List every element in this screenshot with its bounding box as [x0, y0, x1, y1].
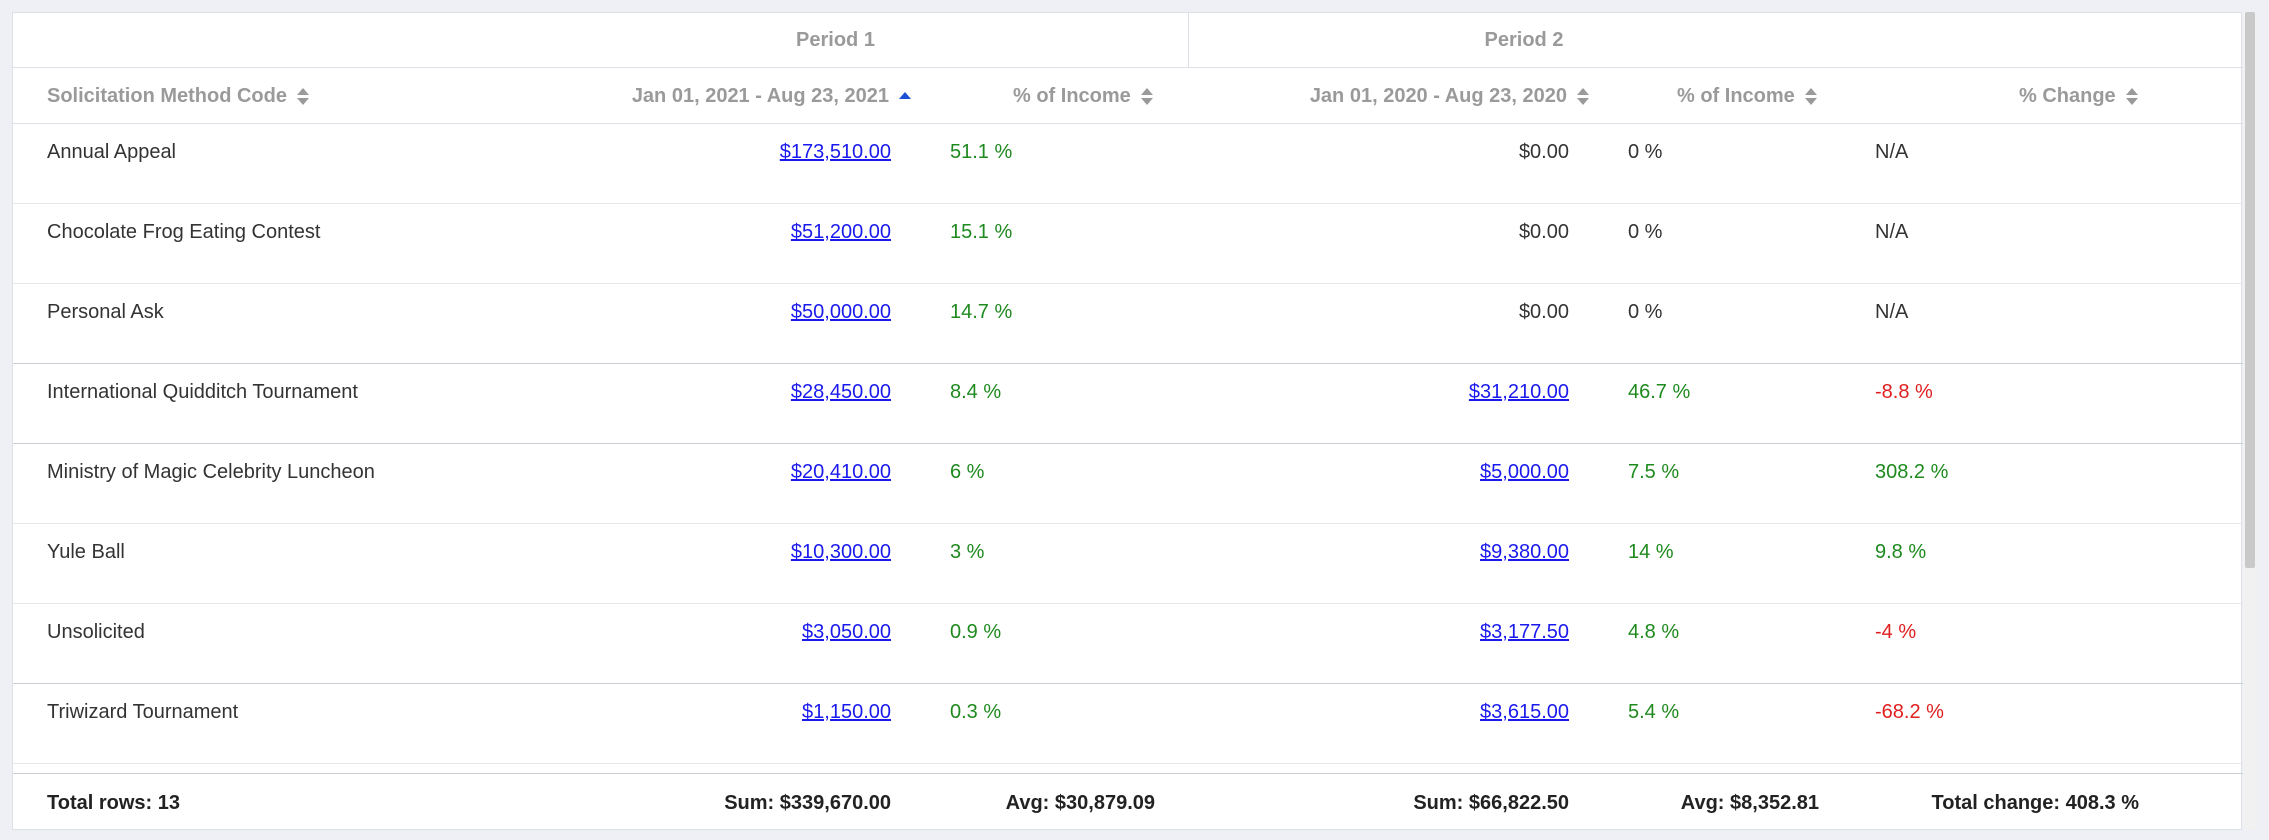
period-2-header: Period 2	[1484, 29, 1564, 51]
column-header-method-label: Solicitation Method Code	[47, 85, 287, 107]
sort-icon[interactable]	[1577, 87, 1589, 107]
column-header-period-2-range[interactable]: Jan 01, 2020 - Aug 23, 2020	[1310, 68, 1589, 124]
period-2-pct: 7.5 %	[1628, 461, 1680, 483]
pct-change: -8.8 %	[1875, 381, 1933, 403]
method-name: Ministry of Magic Celebrity Luncheon	[47, 461, 375, 483]
pct-change: -4 %	[1875, 621, 1917, 643]
sort-icon[interactable]	[1804, 87, 1817, 107]
period-2-amount-link[interactable]: $31,210.00	[1468, 381, 1569, 403]
period-2-pct: 0 %	[1628, 141, 1663, 163]
sort-icon[interactable]	[297, 87, 309, 107]
column-header-period-2-pct-label: % of Income	[1677, 85, 1795, 107]
sort-ascending-icon[interactable]	[899, 87, 911, 107]
table-row: Triwizard Tournament $1,150.00 0.3 % $3,…	[13, 684, 2243, 764]
sort-icon[interactable]	[2125, 87, 2138, 107]
period-1-amount-link[interactable]: $173,510.00	[779, 141, 891, 163]
period-1-pct: 15.1 %	[950, 221, 1013, 243]
period-2-amount-link[interactable]: $3,615.00	[1480, 701, 1569, 723]
period-1-amount-link[interactable]: $10,300.00	[790, 541, 891, 563]
period-2-pct: 4.8 %	[1628, 621, 1680, 643]
period-1-amount-link[interactable]: $1,150.00	[802, 701, 891, 723]
column-header-period-1-range[interactable]: Jan 01, 2021 - Aug 23, 2021	[632, 68, 911, 124]
period-1-pct: 14.7 %	[950, 301, 1013, 323]
table-row: Yule Ball $10,300.00 3 % $9,380.00 14 % …	[13, 524, 2243, 604]
table-row: Personal Ask $50,000.00 14.7 % $0.00 0 %…	[13, 284, 2243, 364]
pct-change: N/A	[1875, 301, 1909, 323]
period-header-row: Period 1 Period 2	[13, 13, 2243, 68]
period-2-pct: 0 %	[1628, 301, 1663, 323]
period-2-amount: $0.00	[1518, 141, 1569, 163]
total-change: Total change: 408.3 %	[1931, 792, 2139, 814]
total-rows: Total rows: 13	[47, 792, 180, 814]
period-1-amount-link[interactable]: $20,410.00	[790, 461, 891, 483]
method-name: International Quidditch Tournament	[47, 381, 358, 403]
period-1-amount-link[interactable]: $28,450.00	[790, 381, 891, 403]
table-footer: Total rows: 13 Sum: $339,670.00 Avg: $30…	[13, 773, 2243, 831]
period-1-amount-link[interactable]: $50,000.00	[790, 301, 891, 323]
period-1-amount-link[interactable]: $3,050.00	[802, 621, 891, 643]
period-2-sum: Sum: $66,822.50	[1413, 792, 1569, 814]
column-header-change-label: % Change	[2019, 85, 2116, 107]
column-header-period-1-pct-label: % of Income	[1013, 85, 1131, 107]
table-body: Annual Appeal $173,510.00 51.1 % $0.00 0…	[13, 124, 2243, 764]
report-table: Period 1 Period 2 Solicitation Method Co…	[12, 12, 2243, 831]
table-row: International Quidditch Tournament $28,4…	[13, 364, 2243, 444]
table-row: Annual Appeal $173,510.00 51.1 % $0.00 0…	[13, 124, 2243, 204]
column-header-method[interactable]: Solicitation Method Code	[47, 68, 309, 124]
sort-icon[interactable]	[1140, 87, 1153, 107]
method-name: Yule Ball	[47, 541, 125, 563]
period-2-amount: $0.00	[1518, 301, 1569, 323]
period-2-pct: 0 %	[1628, 221, 1663, 243]
table-row: Ministry of Magic Celebrity Luncheon $20…	[13, 444, 2243, 524]
period-1-pct: 51.1 %	[950, 141, 1013, 163]
vertical-scrollbar[interactable]	[2243, 12, 2257, 830]
pct-change: N/A	[1875, 141, 1909, 163]
period-2-amount: $0.00	[1518, 221, 1569, 243]
period-1-header: Period 1	[483, 13, 1189, 68]
column-header-row: Solicitation Method Code Jan 01, 2021 - …	[13, 68, 2243, 124]
method-name: Triwizard Tournament	[47, 701, 239, 723]
column-header-period-2-pct[interactable]: % of Income	[1677, 68, 1817, 124]
method-name: Annual Appeal	[47, 141, 177, 163]
pct-change: -68.2 %	[1875, 701, 1944, 723]
period-1-pct: 0.9 %	[950, 621, 1002, 643]
method-name: Chocolate Frog Eating Contest	[47, 221, 321, 243]
scrollbar-thumb[interactable]	[2245, 12, 2255, 568]
column-header-change[interactable]: % Change	[2019, 68, 2138, 124]
period-1-sum: Sum: $339,670.00	[724, 792, 891, 814]
column-header-period-1-range-label: Jan 01, 2021 - Aug 23, 2021	[631, 85, 889, 107]
period-1-pct: 8.4 %	[950, 381, 1002, 403]
period-1-amount-link[interactable]: $51,200.00	[790, 221, 891, 243]
period-2-pct: 46.7 %	[1628, 381, 1691, 403]
table-row: Chocolate Frog Eating Contest $51,200.00…	[13, 204, 2243, 284]
pct-change: N/A	[1875, 221, 1909, 243]
period-2-avg: Avg: $8,352.81	[1680, 792, 1819, 814]
pct-change: 308.2 %	[1875, 461, 1949, 483]
period-2-pct: 5.4 %	[1628, 701, 1680, 723]
period-1-pct: 0.3 %	[950, 701, 1002, 723]
column-header-period-2-range-label: Jan 01, 2020 - Aug 23, 2020	[1309, 85, 1567, 107]
period-2-amount-link[interactable]: $5,000.00	[1480, 461, 1569, 483]
period-1-avg: Avg: $30,879.09	[1005, 792, 1155, 814]
period-2-pct: 14 %	[1628, 541, 1674, 563]
column-header-period-1-pct[interactable]: % of Income	[1013, 68, 1153, 124]
method-name: Unsolicited	[47, 621, 145, 643]
period-1-pct: 3 %	[950, 541, 985, 563]
pct-change: 9.8 %	[1875, 541, 1927, 563]
period-1-pct: 6 %	[950, 461, 985, 483]
period-2-amount-link[interactable]: $3,177.50	[1480, 621, 1569, 643]
table-row: Unsolicited $3,050.00 0.9 % $3,177.50 4.…	[13, 604, 2243, 684]
period-2-amount-link[interactable]: $9,380.00	[1480, 541, 1569, 563]
method-name: Personal Ask	[47, 301, 164, 323]
